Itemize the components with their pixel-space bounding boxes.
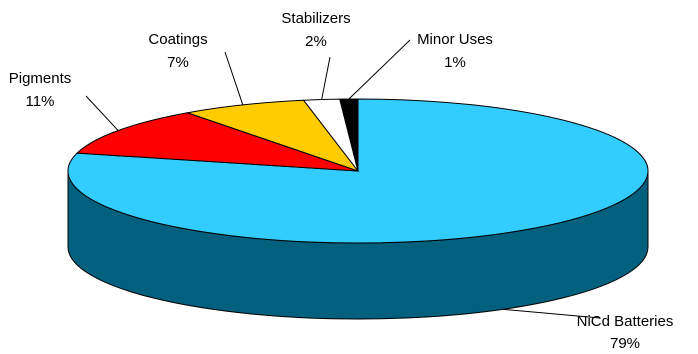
pie-slice-pigments bbox=[75, 112, 359, 172]
label-leader-lines bbox=[85, 39, 601, 319]
leader-line-pigments bbox=[85, 95, 119, 131]
slice-value-nicd-batteries: 79% bbox=[610, 335, 640, 352]
slice-value-coatings: 7% bbox=[167, 54, 189, 71]
slice-label-pigments: Pigments bbox=[9, 70, 72, 87]
leader-line-coatings bbox=[224, 51, 244, 106]
pie-tops bbox=[67, 98, 649, 244]
slice-label-stabilizers: Stabilizers bbox=[281, 10, 350, 27]
slice-value-stabilizers: 2% bbox=[305, 33, 327, 50]
slice-value-minor-uses: 1% bbox=[444, 54, 466, 71]
slice-label-coatings: Coatings bbox=[148, 31, 207, 48]
slice-label-nicd-batteries: NiCd Batteries bbox=[577, 313, 674, 330]
slice-label-minor-uses: Minor Uses bbox=[417, 31, 493, 48]
pie-slice-nicd-batteries bbox=[67, 98, 649, 244]
slice-value-pigments: 11% bbox=[26, 93, 55, 110]
leader-line-minor-uses bbox=[348, 39, 411, 100]
leader-line-stabilizers bbox=[321, 56, 331, 100]
leader-line-nicd-batteries bbox=[502, 308, 601, 319]
pie-slice-coatings bbox=[185, 99, 360, 173]
